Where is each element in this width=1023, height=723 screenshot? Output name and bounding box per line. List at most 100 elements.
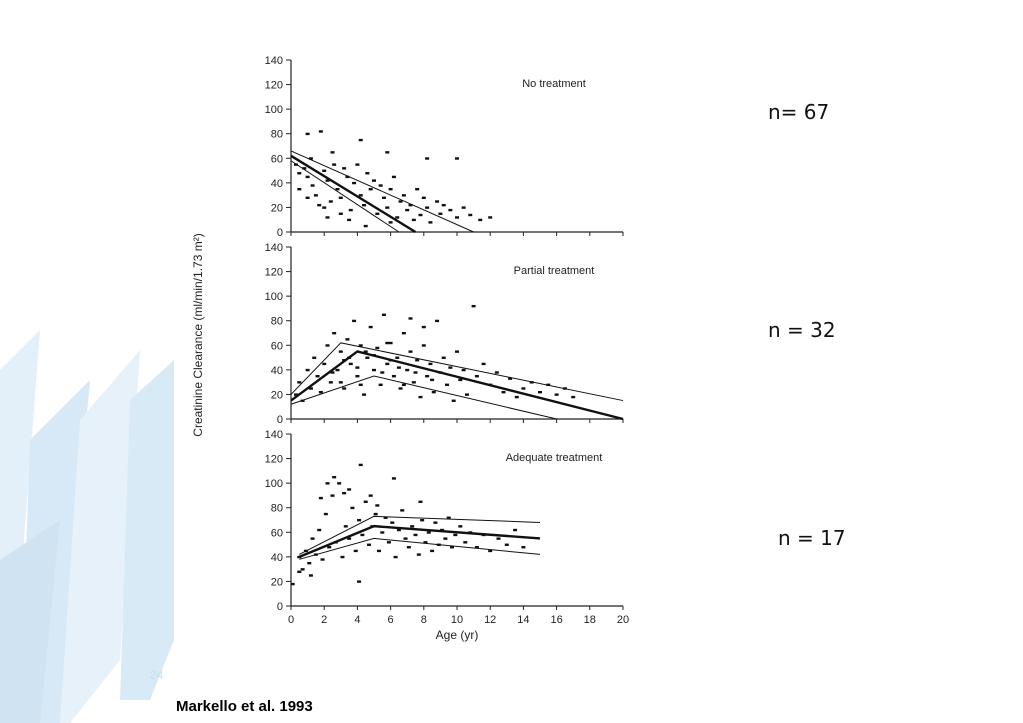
data-point bbox=[416, 553, 421, 556]
data-point bbox=[425, 206, 430, 209]
data-point bbox=[360, 533, 365, 537]
data-point bbox=[310, 184, 315, 187]
data-point bbox=[370, 525, 375, 528]
data-point bbox=[391, 175, 396, 179]
data-point bbox=[501, 390, 506, 394]
y-tick-label: 120 bbox=[265, 454, 283, 466]
confidence-line bbox=[290, 342, 624, 402]
confidence-line bbox=[290, 375, 557, 420]
data-point bbox=[396, 528, 401, 532]
data-point bbox=[474, 375, 479, 378]
data-point bbox=[378, 383, 383, 386]
data-point bbox=[385, 206, 390, 209]
data-point bbox=[415, 359, 420, 362]
data-point bbox=[348, 208, 353, 212]
data-point bbox=[529, 381, 534, 384]
background-stripes-decoration bbox=[0, 330, 174, 723]
data-point bbox=[546, 383, 551, 386]
data-point bbox=[357, 580, 362, 583]
data-point bbox=[504, 543, 509, 546]
data-point bbox=[385, 151, 390, 154]
data-point bbox=[322, 362, 327, 366]
data-point bbox=[345, 175, 350, 179]
data-point bbox=[332, 476, 337, 479]
data-point bbox=[420, 519, 425, 522]
data-point bbox=[388, 341, 393, 345]
data-point bbox=[363, 350, 368, 353]
data-point bbox=[443, 537, 448, 540]
data-point bbox=[381, 196, 386, 199]
panel-title: Adequate treatment bbox=[506, 452, 603, 464]
data-point bbox=[400, 509, 405, 512]
x-tick-label: 4 bbox=[354, 614, 360, 626]
data-point bbox=[385, 362, 390, 366]
data-point bbox=[320, 558, 325, 561]
data-point bbox=[335, 188, 340, 191]
data-point bbox=[468, 531, 473, 534]
data-point bbox=[357, 519, 362, 522]
y-tick-label: 100 bbox=[265, 104, 283, 116]
y-tick-label: 60 bbox=[271, 527, 283, 539]
data-point bbox=[290, 582, 295, 586]
y-tick-label: 0 bbox=[277, 414, 283, 426]
data-point bbox=[308, 157, 313, 160]
y-tick-label: 20 bbox=[271, 576, 283, 588]
data-point bbox=[302, 167, 307, 170]
x-tick-label: 14 bbox=[517, 614, 529, 626]
confidence-line bbox=[290, 150, 474, 233]
data-point bbox=[403, 537, 408, 540]
data-point bbox=[347, 537, 352, 540]
data-point bbox=[343, 525, 348, 528]
data-point bbox=[428, 221, 433, 224]
data-point bbox=[358, 194, 363, 197]
data-point bbox=[318, 390, 323, 394]
data-point bbox=[458, 525, 463, 528]
data-point bbox=[305, 132, 310, 136]
data-point bbox=[436, 543, 441, 546]
data-point bbox=[471, 304, 476, 308]
data-point bbox=[358, 463, 363, 467]
data-point bbox=[317, 528, 322, 532]
data-point bbox=[395, 356, 400, 359]
data-point bbox=[405, 208, 410, 212]
y-tick-label: 0 bbox=[277, 601, 283, 613]
y-tick-label: 120 bbox=[265, 267, 283, 279]
data-point bbox=[313, 553, 318, 556]
data-point bbox=[363, 500, 368, 503]
data-point bbox=[401, 383, 406, 386]
data-point bbox=[358, 383, 363, 386]
x-tick-label: 2 bbox=[321, 614, 327, 626]
data-point bbox=[445, 383, 450, 386]
data-point bbox=[428, 362, 433, 366]
data-point bbox=[386, 541, 391, 544]
data-point bbox=[408, 350, 413, 353]
data-point bbox=[297, 188, 302, 191]
panel-title: No treatment bbox=[522, 78, 586, 90]
data-point bbox=[425, 375, 430, 378]
data-point bbox=[325, 216, 330, 219]
data-point bbox=[368, 325, 373, 329]
data-point bbox=[571, 395, 576, 399]
x-tick-label: 18 bbox=[584, 614, 596, 626]
data-point bbox=[350, 506, 355, 510]
data-point bbox=[562, 387, 567, 390]
data-point bbox=[313, 194, 318, 197]
y-tick-label: 140 bbox=[265, 55, 283, 67]
y-tick-label: 100 bbox=[265, 291, 283, 303]
y-tick-label: 140 bbox=[265, 429, 283, 441]
y-tick-label: 60 bbox=[271, 340, 283, 352]
data-point bbox=[297, 555, 302, 559]
data-point bbox=[441, 356, 446, 359]
data-point bbox=[446, 516, 451, 519]
data-point bbox=[458, 378, 463, 382]
data-point bbox=[345, 338, 350, 341]
data-point bbox=[508, 377, 513, 380]
data-point bbox=[328, 381, 333, 384]
data-point bbox=[433, 521, 438, 524]
data-point bbox=[521, 387, 526, 390]
data-point bbox=[325, 344, 330, 347]
data-point bbox=[421, 325, 426, 329]
data-point bbox=[455, 350, 459, 353]
data-point bbox=[410, 525, 415, 528]
data-point bbox=[421, 344, 426, 347]
